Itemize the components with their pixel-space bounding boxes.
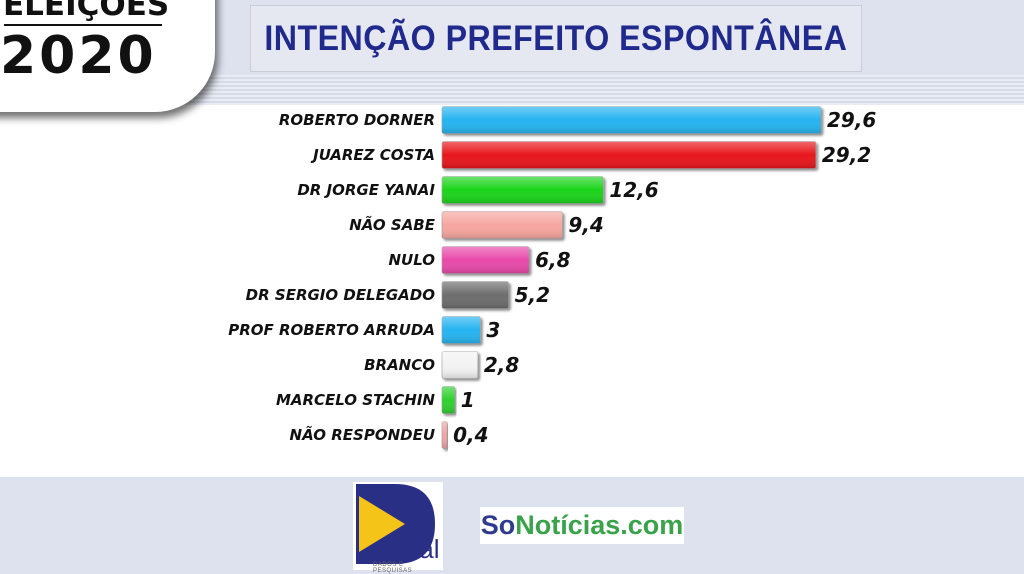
category-label: NULO bbox=[388, 251, 435, 269]
value-label: 29,6 bbox=[827, 108, 876, 132]
value-label: 29,2 bbox=[822, 143, 871, 167]
bar-shine bbox=[442, 421, 448, 449]
value-label: 1 bbox=[461, 388, 475, 412]
real-logo-subtext: DADOS E PESQUISAS bbox=[373, 562, 413, 574]
bar-shine bbox=[442, 351, 478, 379]
sonoticias-logo: So Notícias.com bbox=[480, 507, 684, 544]
value-label: 6,8 bbox=[535, 248, 571, 272]
bar-shine bbox=[442, 386, 455, 414]
badge-year: 2020 bbox=[0, 26, 157, 86]
real-logo-text: Real bbox=[386, 534, 440, 564]
chart-title: INTENÇÃO PREFEITO ESPONTÂNEA bbox=[264, 18, 848, 58]
category-label: MARCELO STACHIN bbox=[276, 391, 435, 409]
real-logo-mark-icon bbox=[356, 484, 435, 564]
bar-shine bbox=[442, 211, 563, 239]
value-label: 2,8 bbox=[484, 353, 520, 377]
category-label: BRANCO bbox=[364, 356, 435, 374]
category-label: DR JORGE YANAI bbox=[297, 181, 435, 199]
value-label: 12,6 bbox=[609, 178, 658, 202]
category-label: PROF ROBERTO ARRUDA bbox=[228, 321, 435, 339]
real-pesquisas-logo: Real DADOS E PESQUISAS bbox=[353, 482, 443, 574]
bar-shine bbox=[442, 316, 481, 344]
value-label: 5,2 bbox=[515, 283, 550, 307]
badge-divider bbox=[4, 24, 162, 26]
category-label: DR SERGIO DELEGADO bbox=[246, 286, 436, 304]
bar-shine bbox=[442, 106, 821, 134]
bar-shine bbox=[442, 176, 604, 204]
sonoticias-logo-part2: Notícias.com bbox=[515, 510, 684, 540]
bar-shine bbox=[442, 281, 509, 309]
category-label: NÃO SABE bbox=[349, 215, 436, 234]
category-label: ROBERTO DORNER bbox=[279, 111, 435, 129]
eleicoes-badge: ELEIÇÕES 2020 bbox=[0, 0, 215, 112]
title-box: INTENÇÃO PREFEITO ESPONTÂNEA bbox=[250, 5, 862, 72]
badge-title: ELEIÇÕES bbox=[3, 0, 170, 23]
sonoticias-logo-part1: So bbox=[480, 510, 516, 540]
category-label: JUAREZ COSTA bbox=[310, 146, 435, 164]
value-label: 9,4 bbox=[568, 213, 603, 237]
bar-shine bbox=[442, 141, 816, 169]
category-label: NÃO RESPONDEU bbox=[290, 425, 435, 444]
value-label: 0,4 bbox=[453, 423, 488, 447]
bar-shine bbox=[442, 246, 530, 274]
value-label: 3 bbox=[486, 318, 500, 342]
